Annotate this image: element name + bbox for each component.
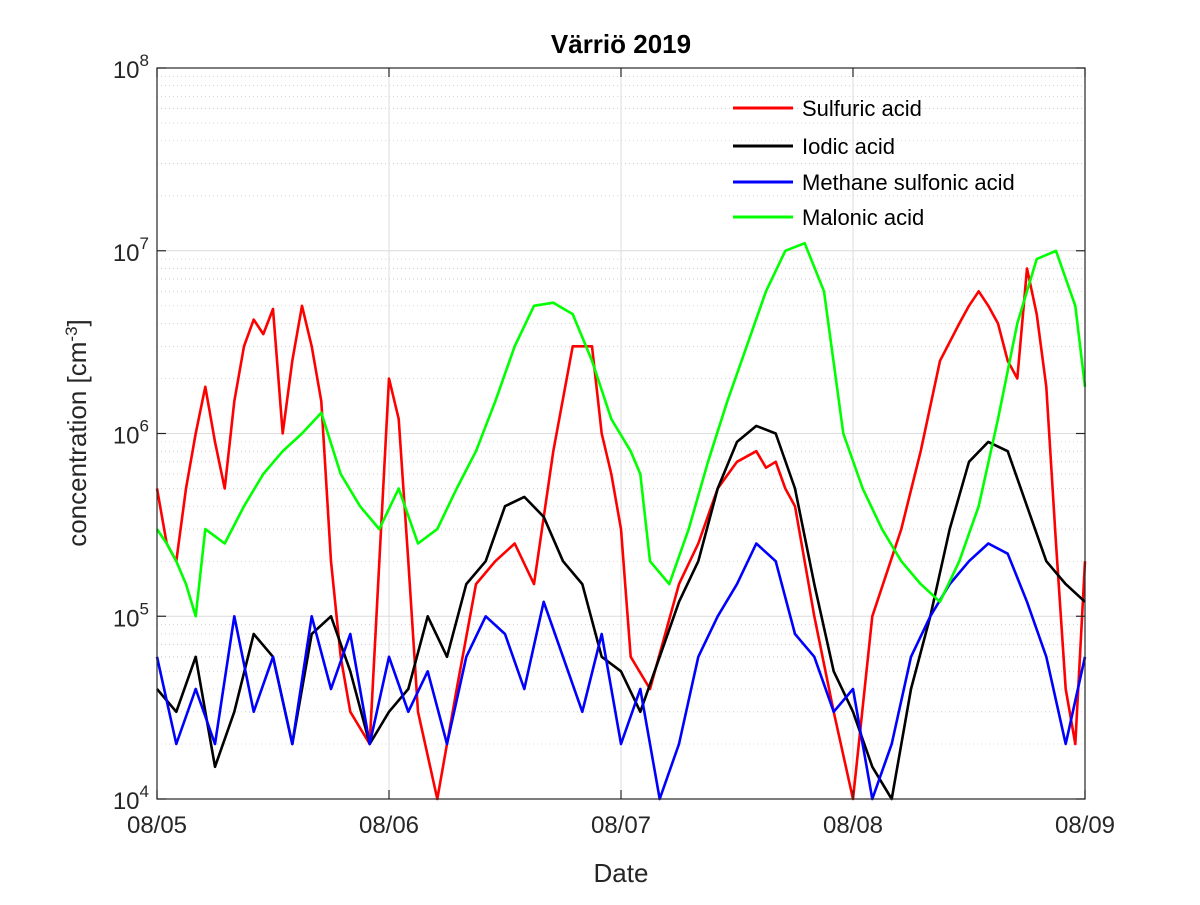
y-axis-label-end: ] xyxy=(62,319,92,326)
y-tick-exponent: 7 xyxy=(140,234,149,253)
y-tick-base: 10 xyxy=(113,605,140,632)
legend-label-sulfuric-acid: Sulfuric acid xyxy=(802,96,922,121)
series-line-sulfuric-acid xyxy=(155,267,1087,801)
legend-entry-sulfuric-acid: Sulfuric acid xyxy=(733,96,922,121)
legend-label-iodic-acid: Iodic acid xyxy=(802,134,895,159)
legend: Sulfuric acid Iodic acid Methane sulfoni… xyxy=(733,96,1015,230)
x-axis-label: Date xyxy=(594,858,649,888)
y-tick-label: 107 xyxy=(113,234,149,267)
series-lines xyxy=(155,241,1087,801)
y-tick-base: 10 xyxy=(113,240,140,267)
x-tick-label: 08/08 xyxy=(823,812,883,839)
y-tick-label: 106 xyxy=(113,417,149,450)
x-tick-label: 08/05 xyxy=(127,812,187,839)
legend-label-methane-sulfonic-acid: Methane sulfonic acid xyxy=(802,170,1015,195)
x-tick-label: 08/06 xyxy=(359,812,419,839)
y-axis-label-superscript: -3 xyxy=(62,326,81,341)
y-tick-base: 10 xyxy=(113,788,140,815)
x-tick-label: 08/09 xyxy=(1055,812,1115,839)
y-tick-exponent: 5 xyxy=(140,599,149,618)
y-tick-exponent: 4 xyxy=(140,782,149,801)
series-line-methane-sulfonic-acid xyxy=(155,542,1087,801)
y-tick-base: 10 xyxy=(113,423,140,450)
y-tick-label: 104 xyxy=(113,782,149,815)
chart-title: Värriö 2019 xyxy=(551,29,691,59)
legend-label-malonic-acid: Malonic acid xyxy=(802,205,924,230)
series-line-malonic-acid xyxy=(155,241,1087,618)
y-axis-label: concentration [cm-3] xyxy=(62,319,93,547)
y-axis-label-main: concentration [cm xyxy=(62,342,92,547)
y-tick-base: 10 xyxy=(113,57,140,84)
legend-entry-methane-sulfonic-acid: Methane sulfonic acid xyxy=(733,170,1015,195)
legend-entry-malonic-acid: Malonic acid xyxy=(733,205,924,230)
y-tick-label: 105 xyxy=(113,599,149,632)
y-tick-exponent: 8 xyxy=(140,51,149,70)
legend-entry-iodic-acid: Iodic acid xyxy=(733,134,895,159)
x-tick-label: 08/07 xyxy=(591,812,651,839)
x-ticks: 08/05 08/06 08/07 08/08 08/09 xyxy=(127,68,1115,839)
y-tick-label: 108 xyxy=(113,51,149,84)
y-tick-exponent: 6 xyxy=(140,417,149,436)
